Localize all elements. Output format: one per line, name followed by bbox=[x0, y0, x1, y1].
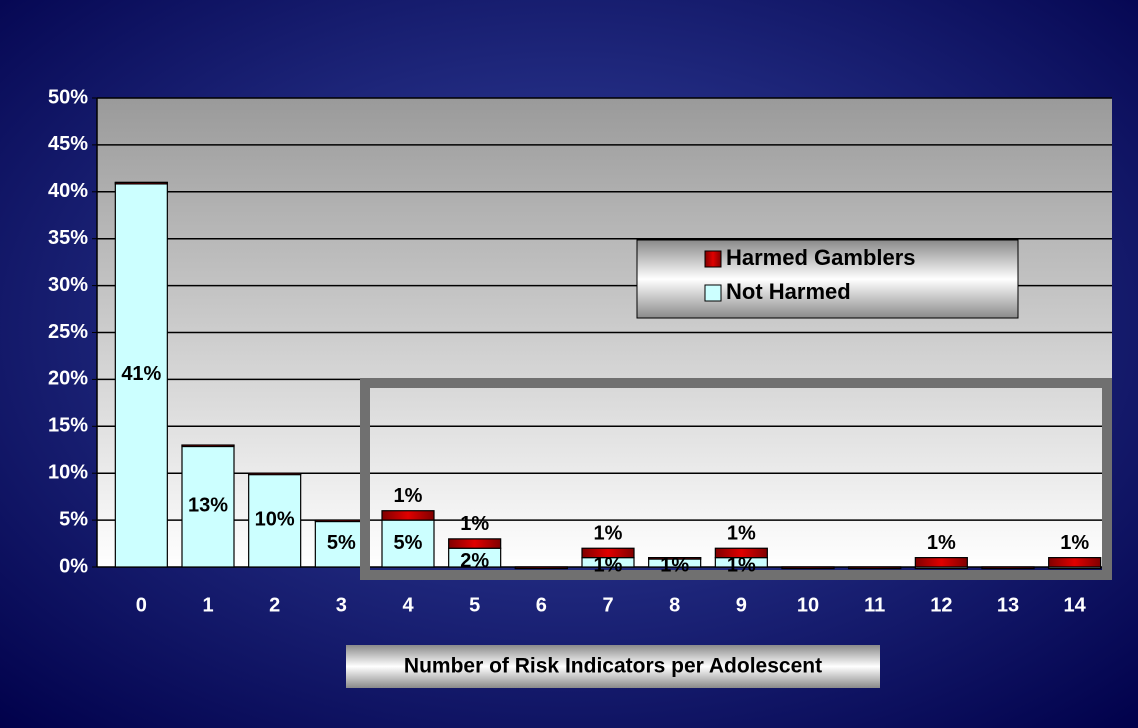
y-tick-label: 50% bbox=[48, 86, 88, 108]
bar-segment bbox=[714, 547, 768, 559]
legend-label: Not Harmed bbox=[726, 279, 851, 304]
y-tick-label: 20% bbox=[48, 368, 88, 390]
data-label: 5% bbox=[327, 532, 356, 554]
bar-segment bbox=[114, 181, 168, 185]
bar-segment bbox=[581, 547, 635, 559]
x-tick-label: 4 bbox=[402, 594, 414, 616]
data-label: 1% bbox=[660, 555, 689, 577]
data-label: 13% bbox=[188, 494, 228, 516]
y-tick-label: 15% bbox=[48, 415, 88, 437]
y-tick-label: 30% bbox=[48, 274, 88, 296]
y-tick-label: 35% bbox=[48, 227, 88, 249]
y-tick-label: 0% bbox=[59, 555, 88, 577]
legend-label: Harmed Gamblers bbox=[726, 245, 916, 270]
legend-swatch bbox=[704, 250, 722, 268]
bar-segment bbox=[181, 444, 235, 568]
x-tick-label: 0 bbox=[136, 594, 147, 616]
bar-segment bbox=[981, 566, 1035, 570]
y-tick-label: 25% bbox=[48, 321, 88, 343]
x-tick-label: 10 bbox=[797, 594, 819, 616]
x-tick-label: 1 bbox=[202, 594, 213, 616]
data-label: 10% bbox=[255, 508, 295, 530]
x-tick-label: 2 bbox=[269, 594, 280, 616]
bar-segment bbox=[448, 538, 502, 549]
data-label: 1% bbox=[460, 513, 489, 535]
data-label: 1% bbox=[727, 555, 756, 577]
bar-segment bbox=[314, 519, 368, 523]
legend-entries: Harmed Gamblers Not Harmed bbox=[704, 245, 916, 304]
bar-segment bbox=[1048, 557, 1102, 568]
y-tick-label: 10% bbox=[48, 461, 88, 483]
bar-segment bbox=[114, 181, 168, 568]
bar-segment bbox=[914, 557, 968, 568]
x-tick-label: 13 bbox=[997, 594, 1019, 616]
y-tick-label: 45% bbox=[48, 133, 88, 155]
bar-segment bbox=[248, 472, 302, 568]
bar-segment bbox=[248, 472, 302, 476]
data-label: 1% bbox=[1060, 532, 1089, 554]
x-tick-label: 11 bbox=[864, 594, 885, 616]
data-label: 5% bbox=[394, 532, 423, 554]
x-tick-label: 9 bbox=[736, 594, 747, 616]
bar-segment bbox=[181, 444, 235, 448]
x-axis-title-box bbox=[346, 645, 880, 688]
x-tick-label: 6 bbox=[536, 594, 547, 616]
bars bbox=[114, 181, 1102, 570]
legend-swatch bbox=[704, 284, 722, 302]
data-label: 41% bbox=[121, 363, 161, 385]
labels: 0 41% 1 13% 2 10% 3 5% 4 5% 1% 5 2% 1% 6 7 1% 1% 8 1% 9 1% 1% 1… bbox=[121, 363, 1089, 616]
x-tick-label: 7 bbox=[602, 594, 613, 616]
data-label: 1% bbox=[727, 523, 756, 545]
legend bbox=[636, 239, 1019, 319]
bar-segment bbox=[781, 566, 835, 570]
x-tick-label: 5 bbox=[469, 594, 480, 616]
highlight-box bbox=[360, 378, 1112, 580]
x-tick-label: 8 bbox=[669, 594, 680, 616]
y-tick-label: 40% bbox=[48, 180, 88, 202]
data-label: 2% bbox=[460, 550, 489, 572]
y-tick-label: 5% bbox=[59, 508, 88, 530]
x-axis-title: Number of Risk Indicators per Adolescent bbox=[404, 655, 822, 678]
bar-segment bbox=[648, 557, 702, 560]
bar-segment bbox=[848, 566, 902, 570]
x-tick-label: 12 bbox=[930, 594, 952, 616]
x-tick-label: 14 bbox=[1064, 594, 1087, 616]
bar-segment bbox=[514, 566, 568, 570]
data-label: 1% bbox=[594, 523, 623, 545]
data-label: 1% bbox=[594, 555, 623, 577]
bar-segment bbox=[381, 519, 435, 568]
data-label: 1% bbox=[394, 485, 423, 507]
x-tick-label: 3 bbox=[336, 594, 347, 616]
data-label: 1% bbox=[927, 532, 956, 554]
bar-segment bbox=[381, 510, 435, 521]
